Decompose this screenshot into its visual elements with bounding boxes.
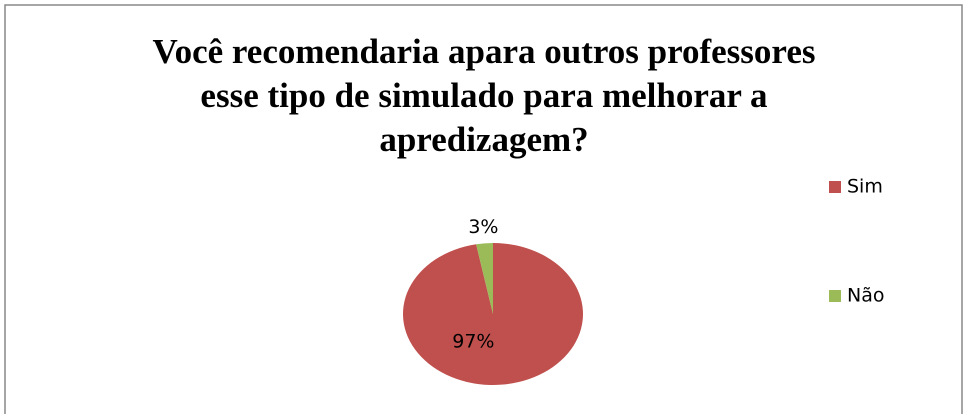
legend-label: Não	[847, 285, 884, 307]
data-label: 3%	[468, 216, 498, 238]
legend-swatch	[829, 181, 841, 193]
legend-swatch	[829, 290, 841, 302]
pie-slice	[476, 243, 493, 314]
legend-label: Sim	[847, 176, 883, 198]
chart-title: Você recomendaria apara outros professor…	[152, 32, 816, 159]
data-label: 97%	[452, 330, 494, 352]
